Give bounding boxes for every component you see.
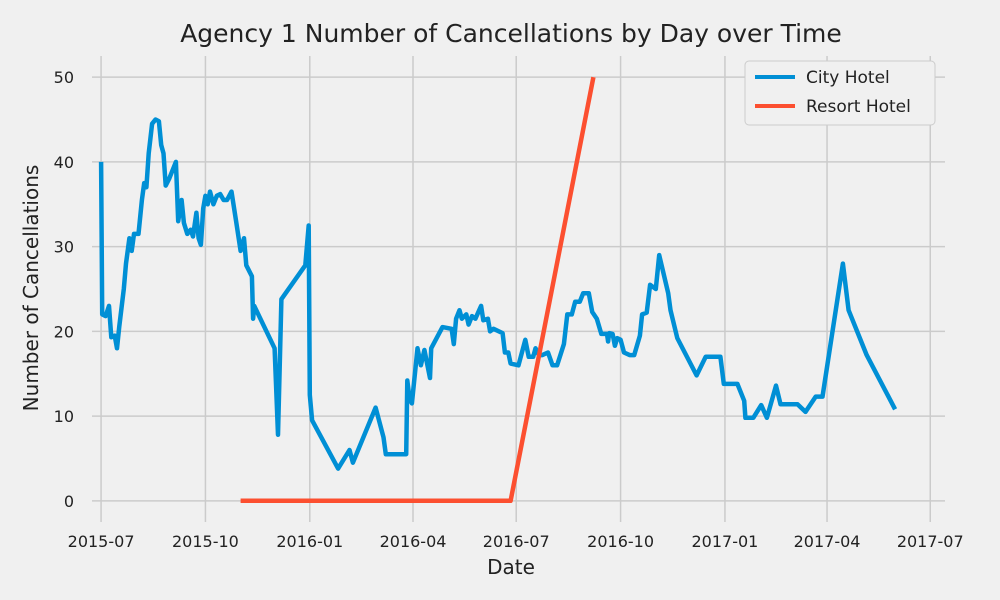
legend: City Hotel Resort Hotel <box>744 60 936 126</box>
y-tick-labels: 0 10 20 30 40 50 <box>54 68 74 511</box>
x-tick-label: 2015-07 <box>68 532 135 551</box>
y-tick-label: 0 <box>64 492 74 511</box>
x-axis-label: Date <box>487 555 535 579</box>
x-tick-label: 2016-01 <box>276 532 343 551</box>
y-tick-label: 20 <box>54 322 74 341</box>
series-layer <box>98 76 898 504</box>
x-gridlines <box>100 56 932 522</box>
x-tick-label: 2017-01 <box>692 532 759 551</box>
legend-label-resort-hotel: Resort Hotel <box>806 97 911 117</box>
x-tick-labels: 2015-07 2015-10 2016-01 2016-04 2016-07 2016-… <box>68 532 964 551</box>
x-tick-label: 2016-04 <box>380 532 447 551</box>
y-tick-label: 10 <box>54 407 74 426</box>
x-tick-label: 2016-10 <box>587 532 654 551</box>
y-tick-label: 40 <box>54 153 74 172</box>
series-line-resort-hotel <box>240 76 596 504</box>
x-tick-label: 2016-07 <box>483 532 550 551</box>
legend-label-city-hotel: City Hotel <box>806 68 890 88</box>
x-tick-label: 2017-07 <box>897 532 964 551</box>
y-gridlines <box>92 76 945 502</box>
y-axis-label: Number of Cancellations <box>19 165 43 412</box>
series-line-city-hotel <box>98 117 898 471</box>
y-tick-label: 30 <box>54 238 74 257</box>
chart-title: Agency 1 Number of Cancellations by Day … <box>180 19 842 48</box>
y-tick-label: 50 <box>54 68 74 87</box>
x-tick-label: 2015-10 <box>172 532 239 551</box>
x-tick-label: 2017-04 <box>794 532 861 551</box>
